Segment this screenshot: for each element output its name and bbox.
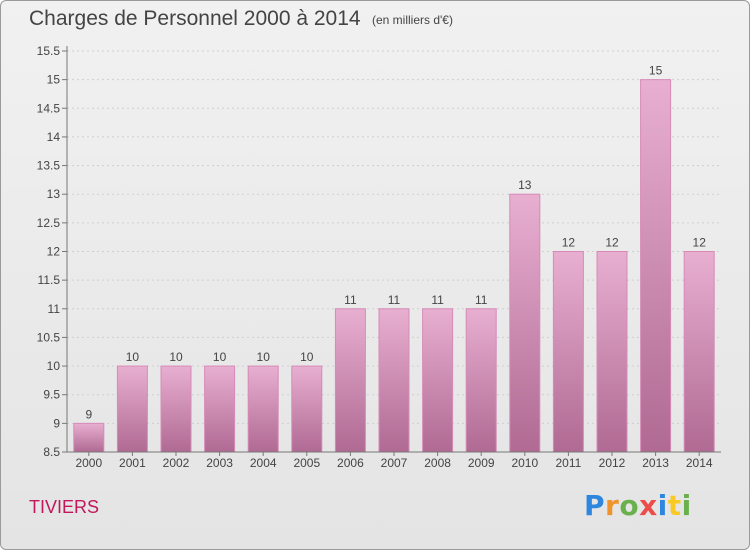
logo-letter: t [667,489,682,522]
y-tick-label: 14 [47,130,61,144]
bars [73,79,715,453]
bar-2007 [378,308,410,453]
y-tick-label: 11 [48,302,61,316]
labels: 8.5 9 9.5 10 10.5 11 11.5 12 12.5 13 13.5 14 14.5 15 1… [37,44,713,470]
bar-value-label: 10 [300,350,314,364]
x-tick-label: 2013 [642,456,669,470]
y-tick-label: 15.5 [37,44,61,58]
y-tick-label: 10.5 [37,330,61,344]
bar-value-label: 11 [431,293,444,307]
y-tick-label: 12 [47,245,61,259]
bar-2003 [204,365,236,453]
bar-value-label: 15 [649,64,663,78]
logo-letter: x [639,489,658,522]
y-tick-label: 12.5 [37,216,61,230]
x-tick-label: 2006 [337,456,364,470]
bar-value-label: 10 [257,350,271,364]
x-tick-label: 2000 [75,456,102,470]
logo-letter: P [584,489,606,522]
bar-2006 [334,308,366,453]
y-tick-label: 9 [53,416,60,430]
logo-letter: i [657,489,668,522]
bar-value-label: 9 [85,407,92,421]
logo-letter: o [619,489,640,522]
y-tick-label: 14.5 [37,101,61,115]
bar-value-label: 11 [388,293,401,307]
logo-letter: i [681,489,692,522]
x-tick-label: 2004 [250,456,277,470]
bar-value-label: 10 [169,350,183,364]
bar-2009 [465,308,497,453]
bar-2013 [640,79,672,453]
x-tick-label: 2009 [468,456,495,470]
bar-value-label: 10 [126,350,140,364]
chart-subtitle: (en milliers d'€) [372,13,453,27]
bar-2008 [422,308,454,453]
y-tick-label: 15 [47,73,61,87]
bar-2004 [247,365,279,453]
bar-2005 [291,365,323,453]
y-tick-label: 9.5 [43,388,60,402]
y-tick-label: 8.5 [43,445,60,459]
bar-value-label: 12 [693,236,707,250]
logo-letter: r [605,489,620,522]
y-tick-label: 10 [47,359,61,373]
bar-value-label: 10 [213,350,227,364]
proxiti-logo: Proxiti [584,489,692,522]
bar-value-label: 11 [475,293,488,307]
bar-value-label: 13 [518,178,532,192]
bar-2012 [596,251,628,453]
bar-2000 [73,422,105,453]
y-tick-label: 13.5 [37,159,61,173]
bar-2001 [116,365,148,453]
bar-value-label: 12 [562,236,576,250]
axes [62,46,721,456]
x-tick-label: 2003 [206,456,233,470]
x-tick-label: 2011 [555,456,581,470]
bar-2010 [509,193,541,453]
y-tick-label: 11.5 [38,273,61,287]
x-tick-label: 2012 [599,456,626,470]
bar-value-label: 11 [344,293,357,307]
x-tick-label: 2002 [163,456,190,470]
bar-value-label: 12 [605,236,619,250]
x-tick-label: 2008 [424,456,451,470]
chart-title: Charges de Personnel 2000 à 2014 [29,7,361,30]
x-tick-label: 2010 [511,456,538,470]
bar-2011 [552,251,584,453]
x-tick-label: 2001 [119,456,146,470]
bar-2002 [160,365,192,453]
bar-2014 [683,251,715,453]
x-tick-label: 2005 [293,456,320,470]
x-tick-label: 2007 [381,456,408,470]
y-tick-label: 13 [47,187,61,201]
x-tick-label: 2014 [686,456,713,470]
town-name: TIVIERS [29,497,100,517]
